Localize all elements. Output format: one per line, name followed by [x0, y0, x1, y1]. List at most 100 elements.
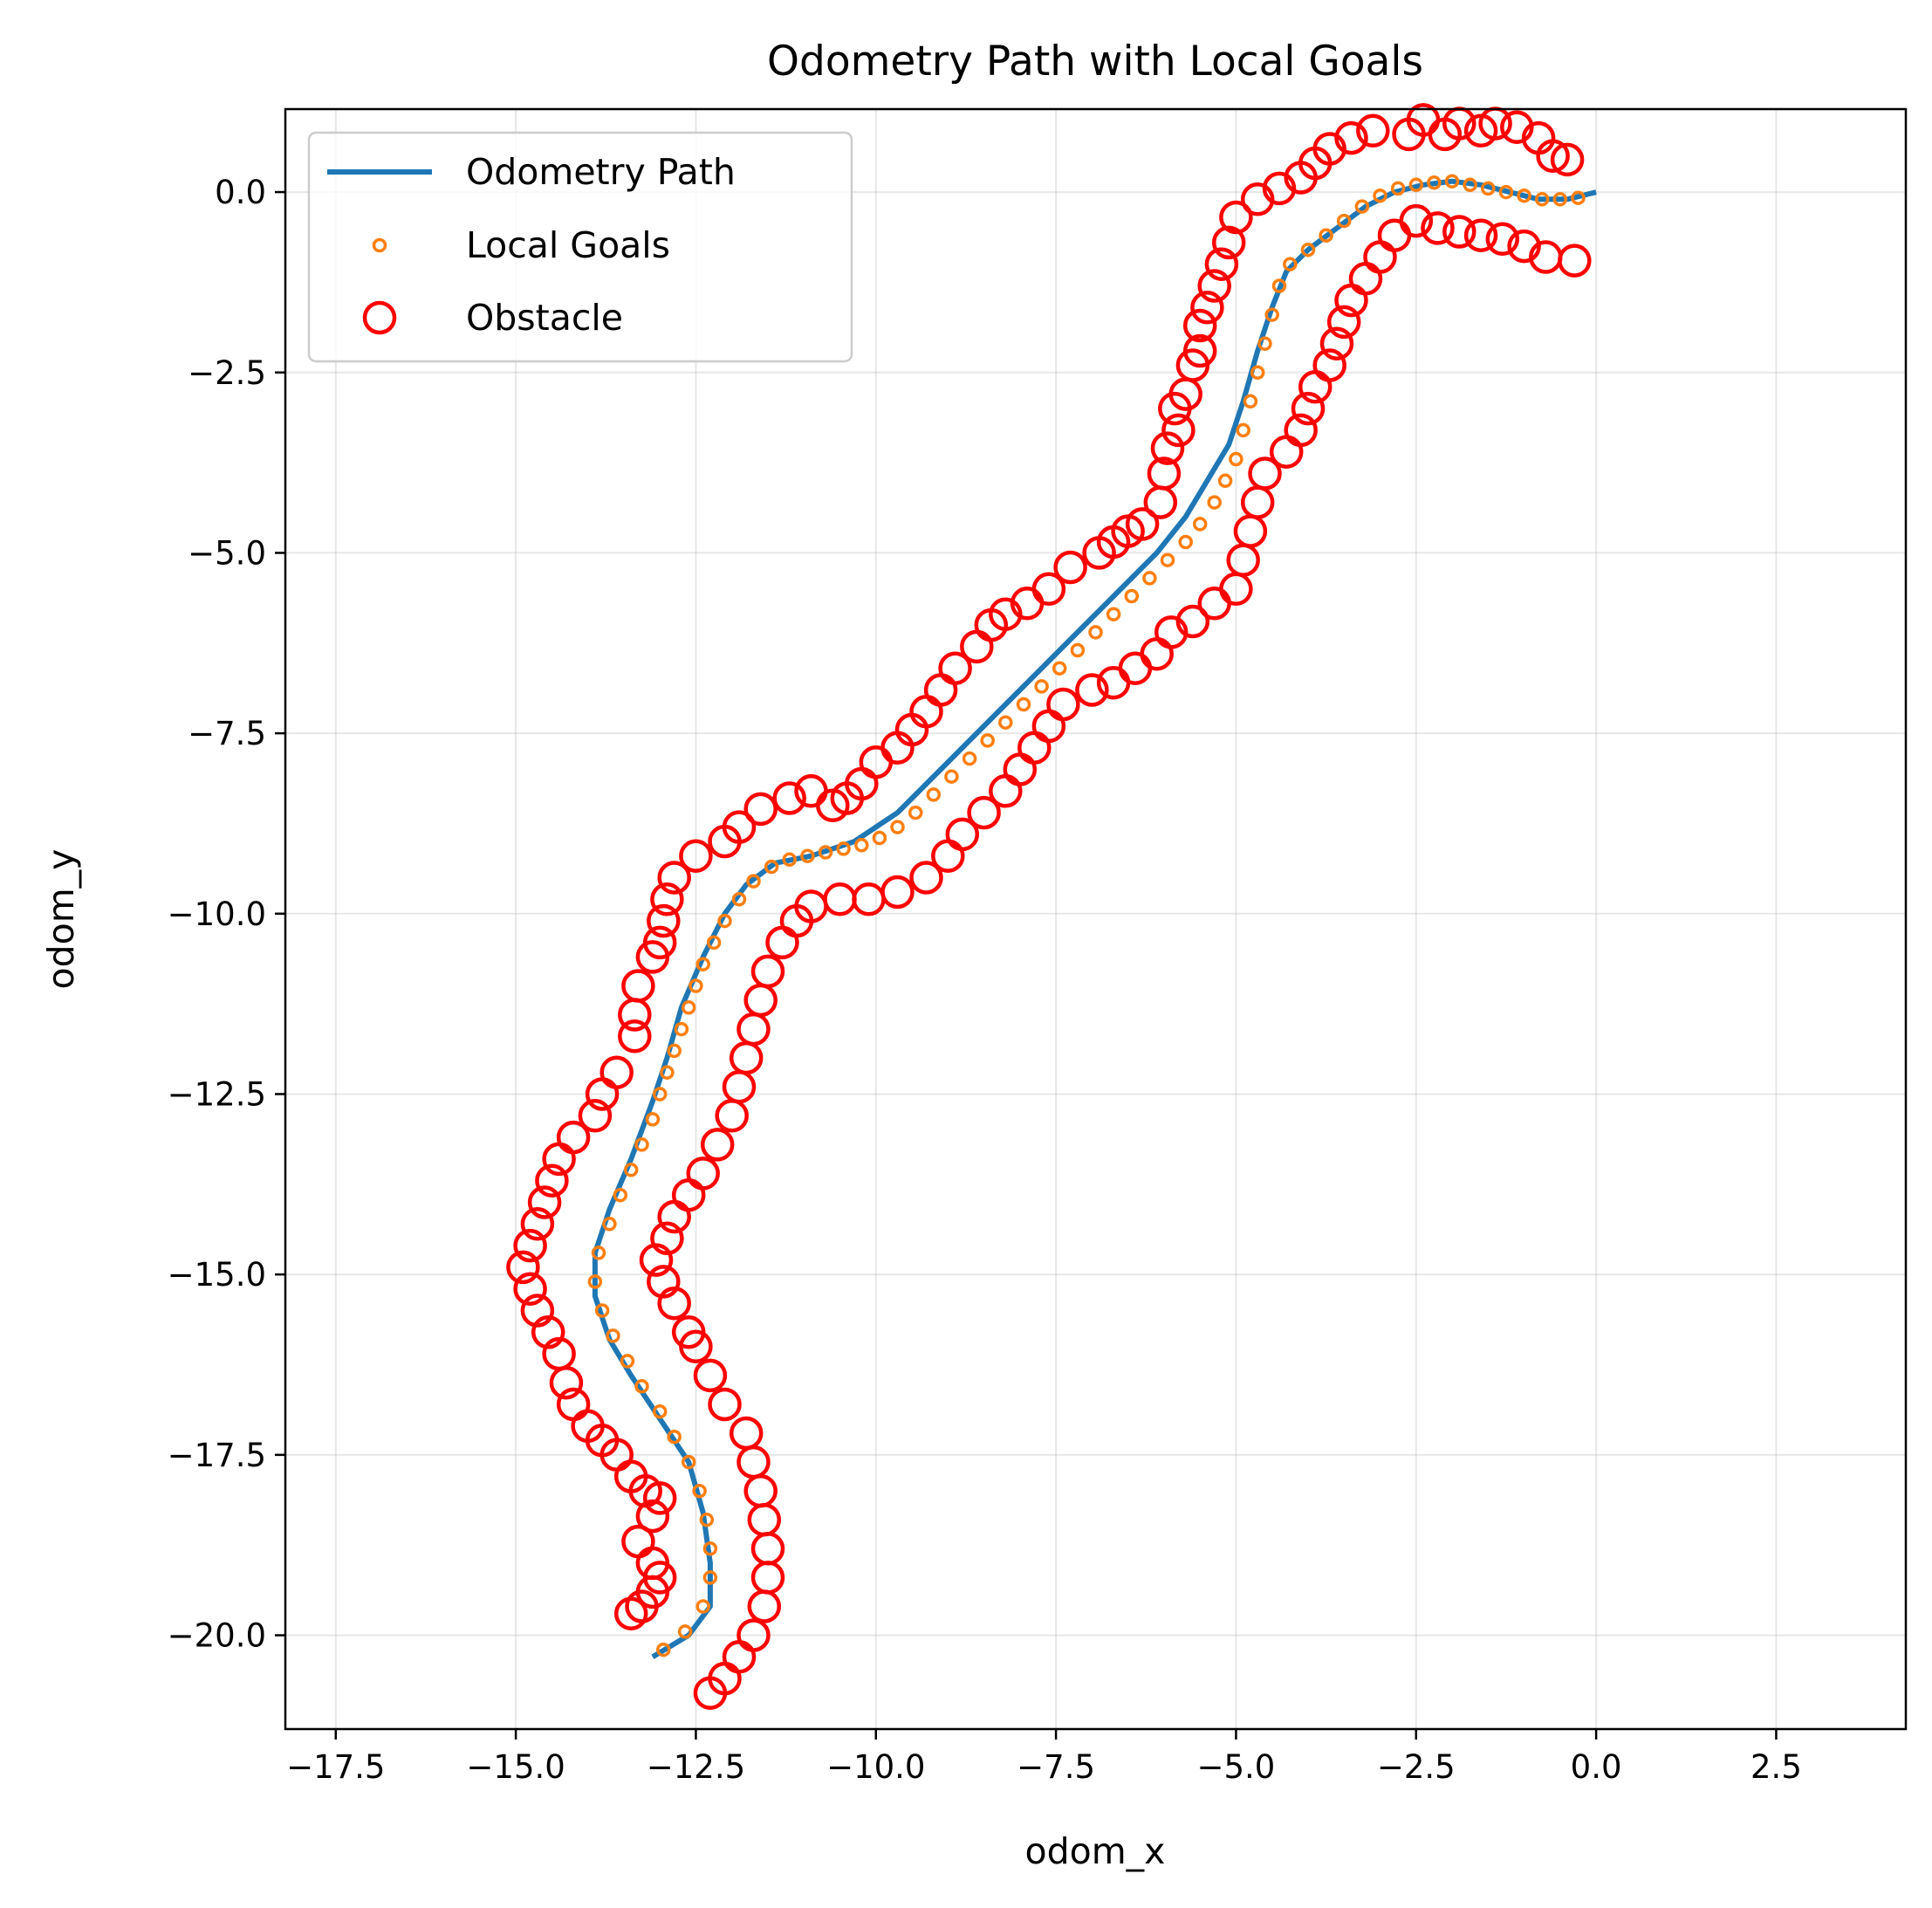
obstacle-point — [750, 954, 785, 989]
legend-obstacle-swatch — [362, 300, 397, 335]
x-tick-label: −17.5 — [286, 1748, 385, 1786]
local-goal-point — [1463, 177, 1477, 193]
obstacle-point — [1175, 604, 1210, 639]
local-goal-point — [613, 1187, 628, 1203]
local-goal-point — [660, 1065, 675, 1080]
obstacle-point — [1463, 218, 1498, 252]
local-goal-point — [764, 859, 779, 875]
local-goal-point — [1390, 181, 1406, 196]
obstacle-point — [693, 1676, 728, 1710]
local-goal-point — [1229, 451, 1243, 467]
legend: Odometry Path Local Goals Obstacle — [307, 131, 853, 363]
x-axis-label: odom_x — [1025, 1830, 1166, 1872]
obstacle-point — [1550, 142, 1585, 177]
local-goal-point — [620, 1354, 635, 1369]
obstacle-point — [1075, 673, 1109, 707]
local-goal-point — [667, 1043, 682, 1059]
obstacle-point — [531, 1315, 565, 1349]
obstacle-point — [743, 792, 778, 827]
obstacle-point — [1521, 120, 1556, 155]
y-tick-label: −2.5 — [188, 354, 266, 392]
x-tick-label: −7.5 — [1017, 1748, 1095, 1786]
local-goal-point — [594, 1303, 610, 1318]
local-goal-point — [1257, 336, 1272, 351]
obstacle-point — [1010, 587, 1045, 621]
local-goal-point — [695, 957, 710, 971]
x-tick-label: −2.5 — [1377, 1748, 1456, 1786]
obstacle-point — [960, 629, 994, 664]
local-goal-point — [702, 1541, 718, 1556]
local-goal-point — [1373, 188, 1387, 203]
local-goal-point — [1571, 190, 1586, 205]
local-goal-point — [1160, 552, 1175, 567]
local-goal-point — [1243, 394, 1258, 409]
obstacle-point — [650, 882, 684, 916]
obstacle-point — [613, 1596, 648, 1630]
obstacle-point — [880, 875, 915, 909]
obstacle-point — [772, 781, 806, 815]
local-goal-point — [1070, 642, 1086, 658]
obstacle-point — [1143, 485, 1178, 519]
obstacle-point — [1291, 391, 1326, 426]
local-goal-point — [667, 1429, 682, 1445]
local-goal-point — [908, 805, 923, 820]
obstacle-point — [542, 1142, 576, 1177]
local-goal-point — [656, 1642, 671, 1657]
local-goal-point — [652, 1404, 668, 1419]
odometry-path-series — [592, 178, 1597, 1659]
obstacle-point — [520, 1294, 555, 1328]
obstacle-point — [909, 861, 943, 895]
y-tick-label: −17.5 — [168, 1437, 266, 1474]
obstacle-point — [1161, 413, 1196, 448]
obstacle-point — [549, 1365, 584, 1400]
obstacle-point — [1312, 348, 1346, 382]
local-goal-point — [1207, 495, 1222, 510]
local-goal-point — [1283, 257, 1298, 271]
obstacle-point — [1463, 113, 1498, 148]
local-goal-point — [677, 1624, 693, 1639]
local-goal-point — [1300, 242, 1316, 257]
local-goal-point — [1142, 571, 1157, 586]
obstacle-point — [527, 1185, 562, 1219]
obstacle-point — [1485, 222, 1520, 257]
local-goal-point — [800, 848, 815, 863]
obstacle-point — [794, 774, 828, 808]
odometry-path-line — [592, 178, 1597, 1659]
x-tick-label: 2.5 — [1750, 1748, 1802, 1786]
obstacle-point — [513, 1228, 547, 1263]
local-goal-point — [717, 913, 732, 929]
local-goal-point — [645, 1112, 661, 1127]
obstacle-point — [585, 1077, 620, 1111]
local-goal-point — [962, 751, 977, 766]
obstacle-point — [1182, 308, 1217, 343]
local-goal-point — [634, 1137, 649, 1152]
obstacle-point — [635, 1499, 670, 1534]
local-goal-point — [1052, 661, 1067, 676]
local-goal-point — [1427, 175, 1442, 190]
x-tick-label: 0.0 — [1571, 1748, 1622, 1786]
local-goal-point — [1016, 697, 1031, 712]
local-goal-point — [1336, 213, 1352, 229]
obstacle-point — [647, 903, 681, 938]
local-goal-point — [1192, 517, 1208, 532]
obstacle-point — [1284, 413, 1318, 448]
x-tick-label: −10.0 — [826, 1748, 925, 1786]
legend-label-path: Odometry Path — [466, 151, 736, 193]
obstacle-point — [647, 1265, 681, 1299]
local-goal-point — [1124, 588, 1140, 604]
obstacle-point — [1082, 536, 1116, 570]
local-goal-point — [746, 874, 761, 889]
obstacle-point — [1399, 203, 1434, 238]
obstacle-point — [520, 1207, 555, 1241]
obstacle-point — [1219, 200, 1253, 235]
obstacle-point — [1197, 269, 1231, 303]
y-tick-label: −10.0 — [168, 896, 266, 933]
obstacle-point — [1356, 113, 1390, 148]
obstacle-point — [639, 1243, 674, 1277]
obstacle-point — [1507, 229, 1541, 264]
obstacle-point — [747, 1589, 782, 1623]
obstacle-point — [1326, 305, 1361, 340]
local-goal-point — [1517, 188, 1531, 203]
legend-label-goals: Local Goals — [466, 224, 670, 266]
